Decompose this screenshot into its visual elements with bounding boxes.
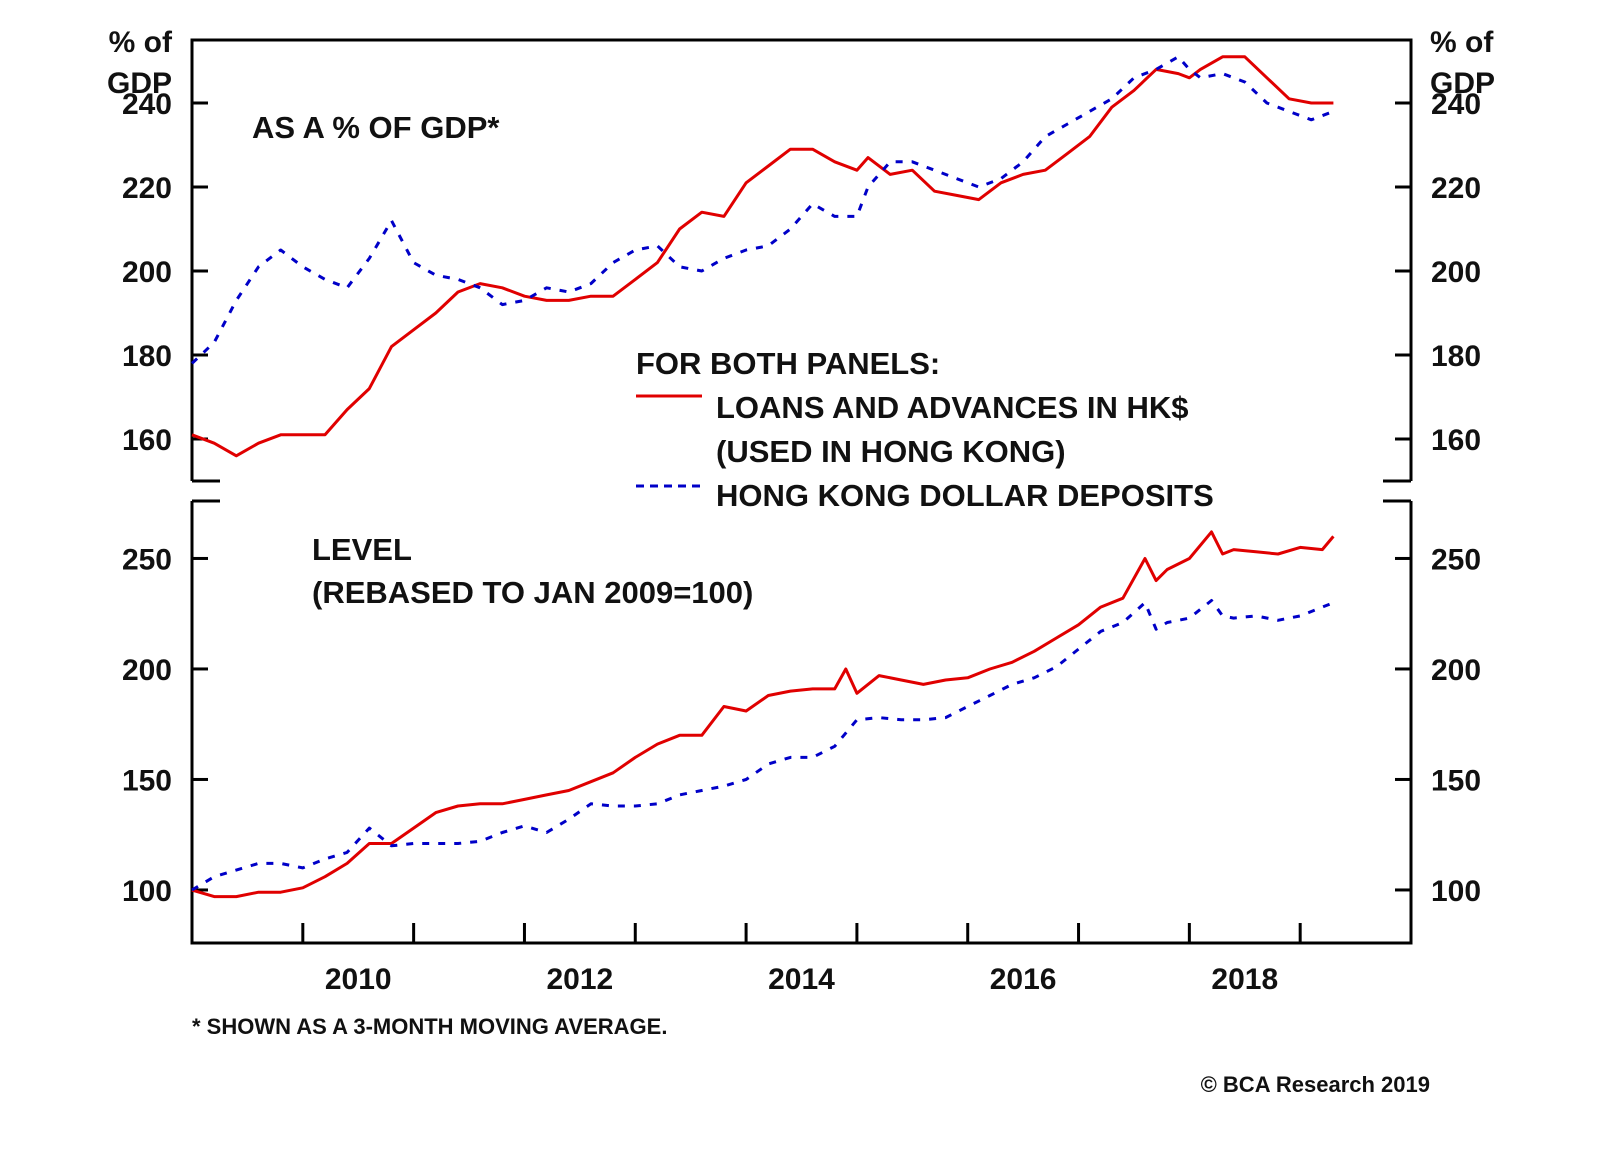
left-unit-label-line1: % of [109, 26, 173, 59]
left-unit-label-line2: GDP [107, 67, 172, 100]
bottom-ytick-label-left: 150 [122, 764, 172, 797]
footnote: * SHOWN AS A 3-MONTH MOVING AVERAGE. [192, 1014, 667, 1039]
bottom-frame [190, 501, 1413, 945]
legend-header: FOR BOTH PANELS: [636, 346, 940, 381]
xtick-label: 2016 [990, 963, 1057, 996]
chart-frames [190, 38, 1413, 945]
top-ytick-label-left: 240 [122, 88, 172, 121]
axis-ticks: 160 160 180 180 200 200 220 220 240 240 100 100 150 1… [122, 88, 1481, 996]
top-series-loans-line [191, 55, 1334, 458]
right-unit-label-line1: % of [1430, 26, 1494, 59]
bottom-ytick-label-left: 200 [122, 654, 172, 687]
series-lines [190, 55, 1335, 899]
legend-label-loans-line1: LOANS AND ADVANCES IN HK$ [716, 390, 1189, 425]
xtick-label: 2018 [1211, 963, 1278, 996]
top-ytick-label-left: 160 [122, 424, 172, 457]
top-ytick-label-left: 220 [122, 172, 172, 205]
top-ytick-label-right: 220 [1431, 172, 1481, 205]
xtick-label: 2012 [546, 963, 613, 996]
xtick-label: 2010 [325, 963, 392, 996]
top-frame [190, 38, 1413, 481]
top-ytick-label-right: 180 [1431, 340, 1481, 373]
bottom-panel-title-line2: (REBASED TO JAN 2009=100) [312, 575, 753, 610]
bottom-ytick-label-right: 250 [1431, 543, 1481, 576]
bottom-ytick-label-left: 250 [122, 543, 172, 576]
top-ytick-label-right: 160 [1431, 424, 1481, 457]
copyright: © BCA Research 2019 [1201, 1072, 1430, 1097]
bottom-series-loans-line [191, 530, 1335, 899]
right-unit-label-line2: GDP [1430, 67, 1495, 100]
legend: FOR BOTH PANELS: LOANS AND ADVANCES IN H… [636, 346, 1214, 513]
legend-label-loans-line2: (USED IN HONG KONG) [716, 434, 1066, 469]
top-ytick-label-right: 240 [1431, 88, 1481, 121]
bottom-panel-title-line1: LEVEL [312, 532, 412, 567]
bottom-ytick-label-right: 100 [1431, 875, 1481, 908]
bottom-ytick-label-right: 200 [1431, 654, 1481, 687]
top-ytick-label-left: 180 [122, 340, 172, 373]
top-ytick-label-right: 200 [1431, 256, 1481, 289]
legend-label-deposits: HONG KONG DOLLAR DEPOSITS [716, 478, 1214, 513]
top-series-deposits-line [190, 55, 1334, 365]
bottom-ytick-label-left: 100 [122, 875, 172, 908]
top-panel-title: AS A % OF GDP* [252, 110, 500, 145]
bottom-ytick-label-right: 150 [1431, 764, 1481, 797]
bottom-series-deposits-line [191, 599, 1334, 892]
top-ytick-label-left: 200 [122, 256, 172, 289]
xtick-label: 2014 [768, 963, 835, 996]
